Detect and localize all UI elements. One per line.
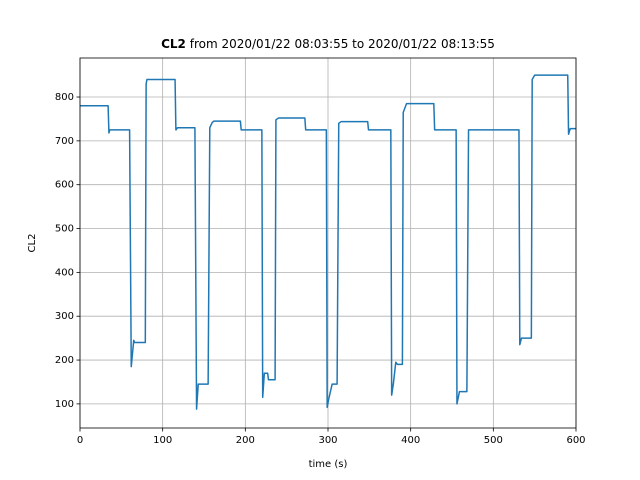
x-tick-label: 400	[401, 435, 420, 446]
x-tick-label: 300	[318, 435, 337, 446]
y-tick-label: 500	[55, 224, 74, 235]
x-axis-label: time (s)	[309, 459, 348, 470]
x-tick-label: 200	[236, 435, 255, 446]
title-rest: from 2020/01/22 08:03:55 to 2020/01/22 0…	[190, 37, 495, 51]
y-axis-label: CL2	[27, 234, 38, 253]
y-tick-label: 300	[55, 311, 74, 322]
x-tick-label: 500	[484, 435, 503, 446]
chart-title: CL2 from 2020/01/22 08:03:55 to 2020/01/…	[161, 37, 495, 51]
y-tick-label: 800	[55, 92, 74, 103]
title-bold: CL2	[161, 37, 186, 51]
x-tick-label: 600	[566, 435, 585, 446]
y-tick-label: 200	[55, 355, 74, 366]
y-tick-label: 700	[55, 136, 74, 147]
y-tick-label: 100	[55, 399, 74, 410]
x-tick-label: 100	[153, 435, 172, 446]
x-tick-label: 0	[77, 435, 83, 446]
y-tick-label: 400	[55, 267, 74, 278]
data-line	[80, 74, 576, 410]
plot-frame	[79, 57, 577, 429]
y-tick-label: 600	[55, 180, 74, 191]
